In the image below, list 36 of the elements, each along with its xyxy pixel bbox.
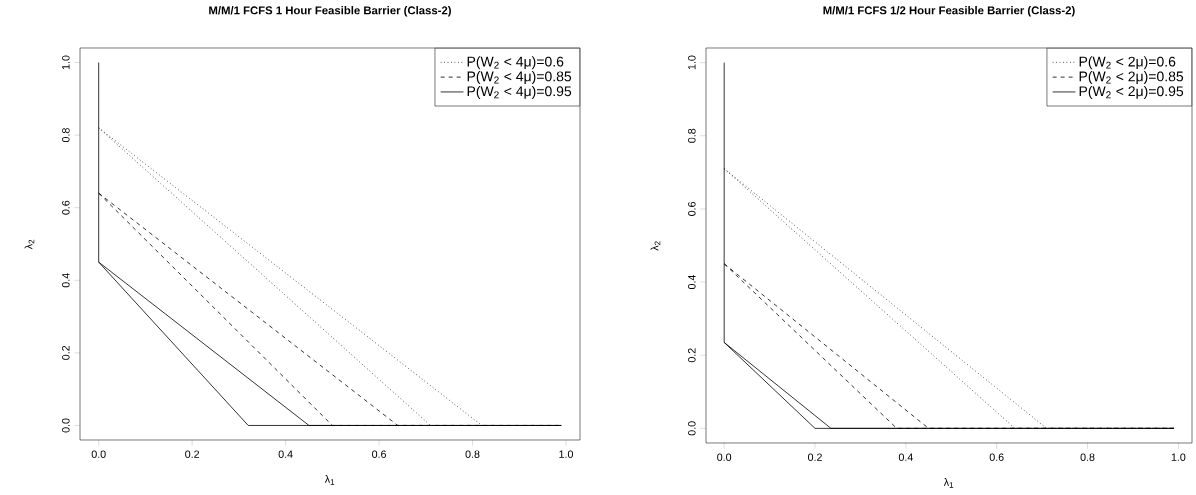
- x-tick-label: 0.6: [989, 453, 1004, 461]
- x-tick-label: 1.0: [1171, 453, 1186, 461]
- legend-label: P(W$_{2}$ < 2μ)=0.85: [1079, 71, 1184, 85]
- y-axis-title: λ$_{2}$: [24, 239, 35, 250]
- x-axis-title: λ$_{1}$: [943, 478, 954, 488]
- y-tick-label: 0.2: [62, 346, 70, 360]
- x-tick-label: 0.6: [372, 450, 387, 458]
- y-tick-label: 0.4: [62, 273, 70, 288]
- x-tick-label: 0.2: [185, 450, 200, 458]
- x-tick-label: 0.2: [808, 453, 822, 461]
- y-tick-label: 0.8: [688, 128, 696, 143]
- y-tick-label: 0.2: [688, 348, 696, 363]
- y-tick-label: 0.6: [62, 200, 70, 215]
- x-axis-title: λ$_{1}$: [324, 475, 335, 485]
- x-tick-label: 0.0: [717, 453, 732, 461]
- y-tick-label: 0.4: [688, 274, 696, 290]
- legend-label: P(W$_{2}$ < 4μ)=0.6: [467, 56, 564, 70]
- y-tick-label: 0.6: [688, 201, 696, 216]
- y-tick-label: 0.8: [62, 128, 70, 143]
- x-tick-label: 0.4: [278, 450, 293, 458]
- y-tick-label: 1.0: [688, 55, 696, 70]
- legend-label: P(W$_{2}$ < 4μ)=0.85: [467, 71, 572, 85]
- chart-title: M/M/1 FCFS 1 Hour Feasible Barrier (Class-2): [209, 6, 451, 17]
- x-tick-label: 1.0: [559, 450, 573, 458]
- legend-label: P(W$_{2}$ < 4μ)=0.95: [467, 85, 572, 99]
- y-tick-label: 1.0: [62, 55, 70, 70]
- legend-label: P(W$_{2}$ < 2μ)=0.95: [1079, 85, 1184, 99]
- legend-label: P(W$_{2}$ < 2μ)=0.6: [1079, 56, 1176, 70]
- y-tick-label: 0.0: [688, 421, 696, 436]
- y-tick-label: 0.0: [62, 418, 70, 433]
- x-tick-label: 0.4: [898, 453, 913, 461]
- x-tick-label: 0.8: [465, 450, 480, 458]
- y-axis-title: λ$_{2}$: [650, 241, 661, 251]
- x-tick-label: 0.8: [1080, 453, 1095, 461]
- chart-title: M/M/1 FCFS 1/2 Hour Feasible Barrier (Class-2): [823, 6, 1075, 17]
- x-tick-label: 0.0: [91, 450, 106, 458]
